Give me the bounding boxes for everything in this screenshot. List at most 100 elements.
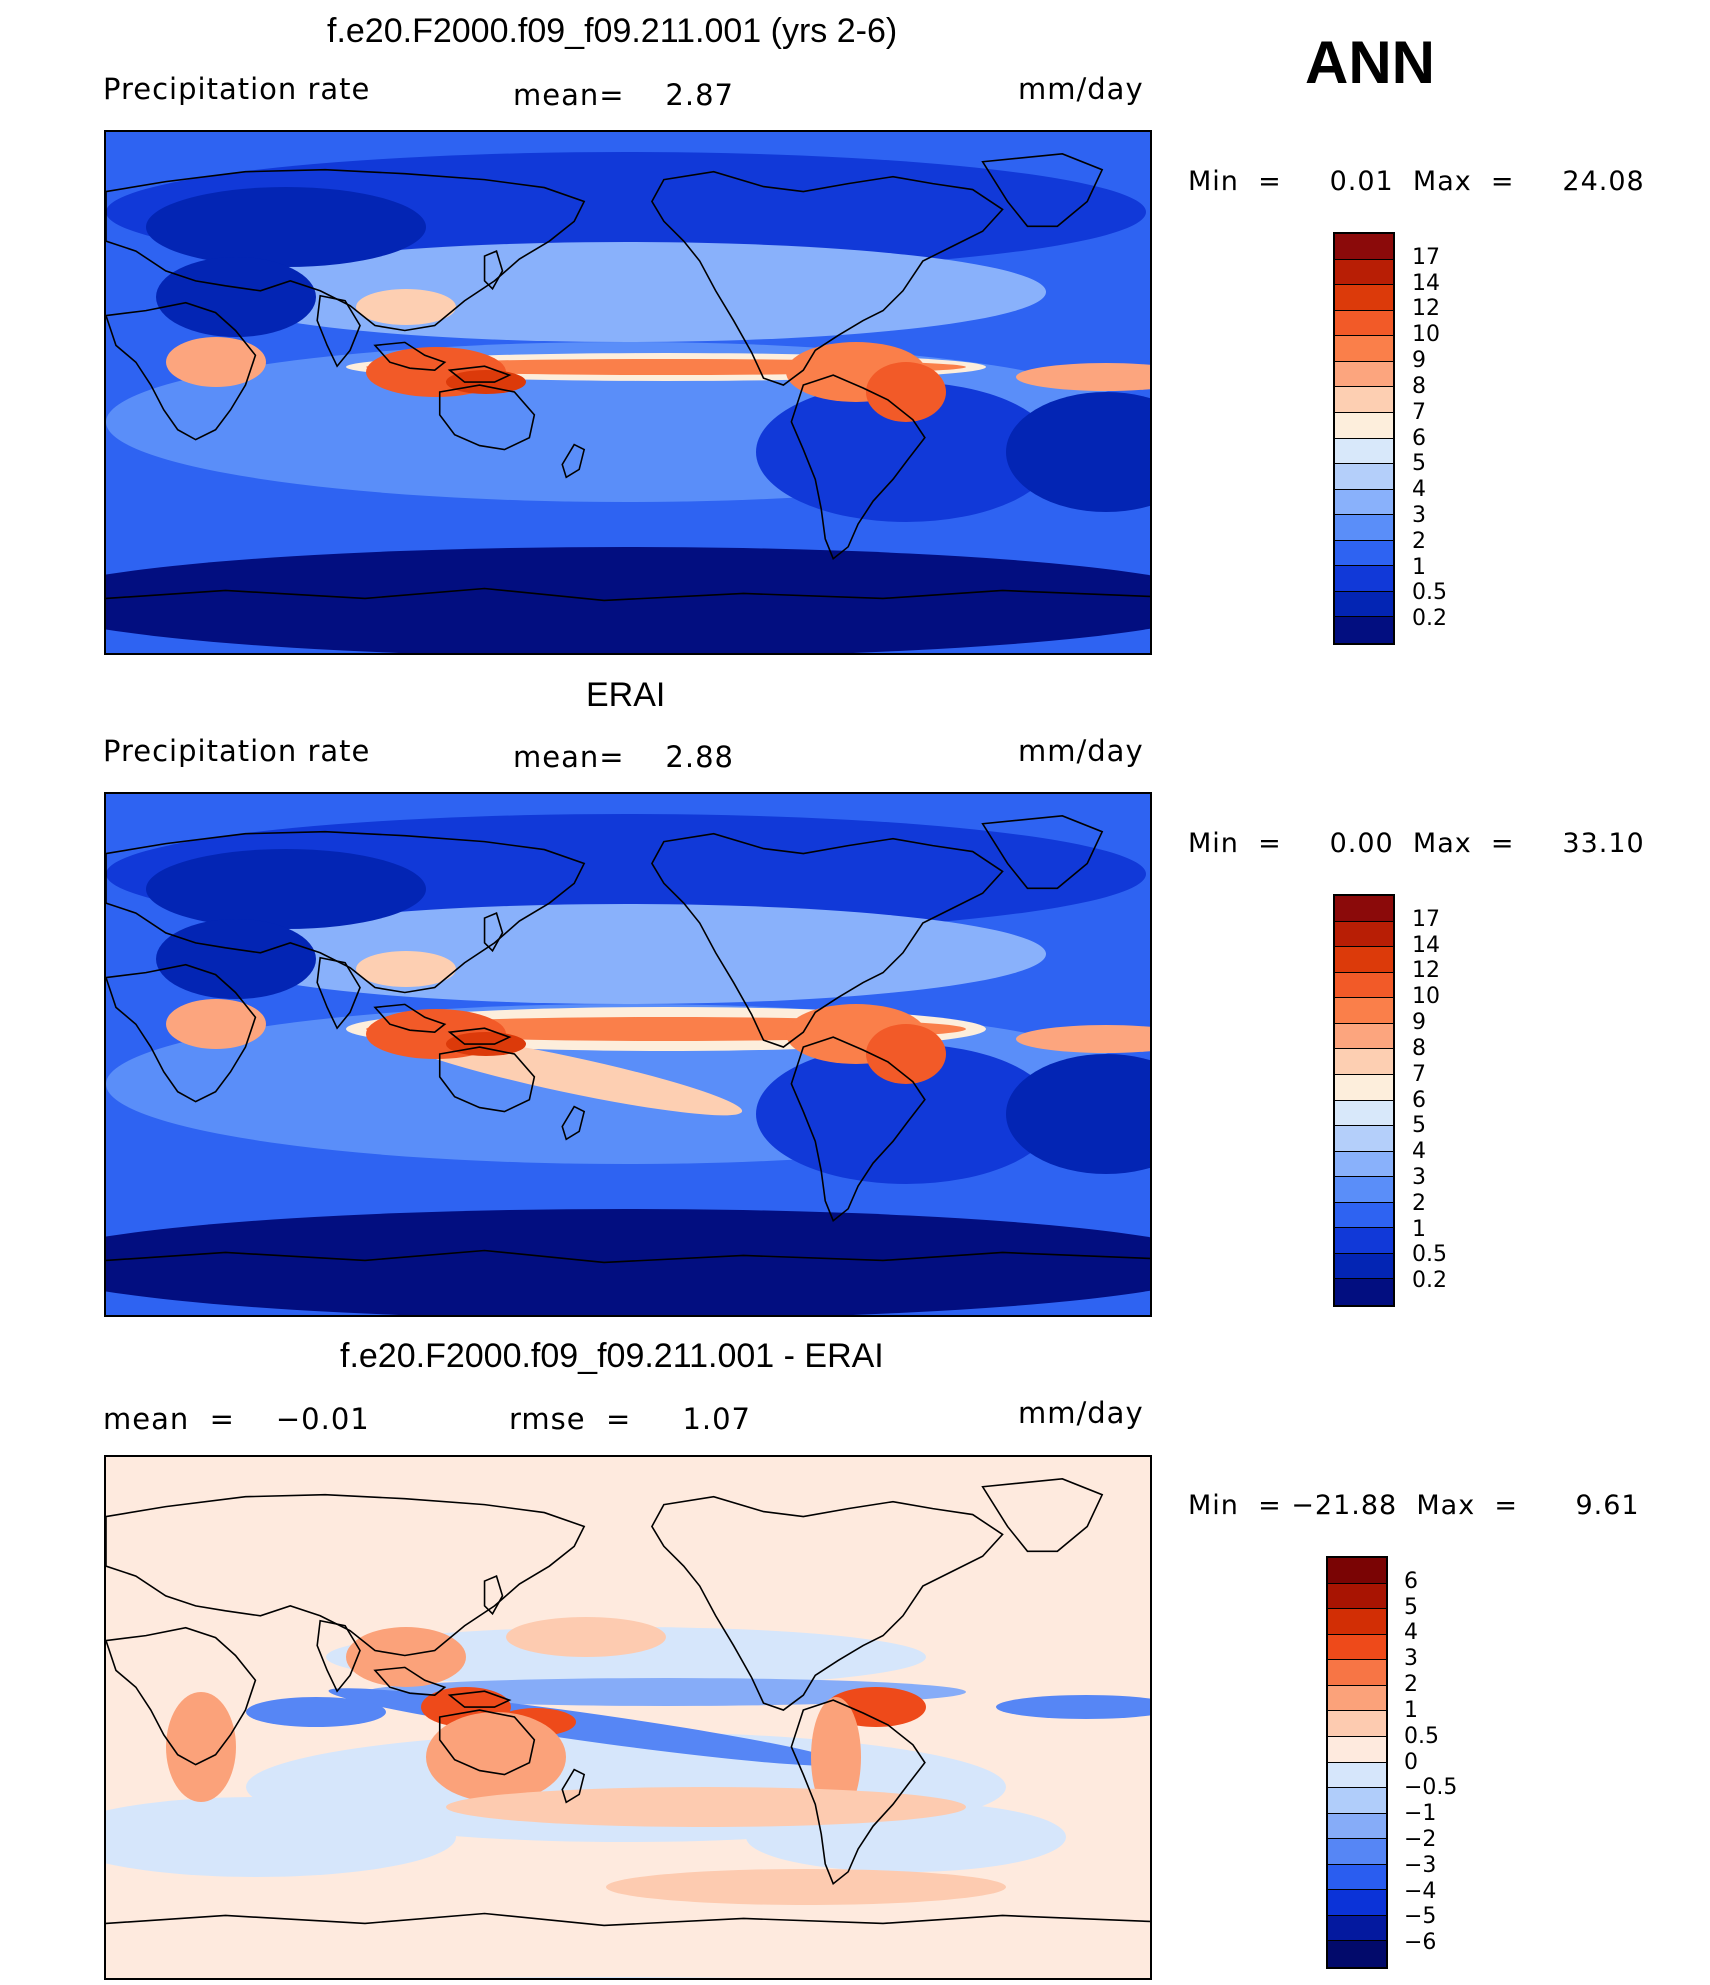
colorbar-tick-label: 5 [1412,1113,1426,1139]
colorbar-box [1335,310,1393,337]
panel-2-units: mm/day [1018,734,1144,768]
colorbar-box [1335,1228,1393,1254]
colorbar-tick-label: 4 [1404,1620,1418,1646]
colorbar-box [1335,1049,1393,1075]
colorbar-box [1335,1100,1393,1127]
colorbar-tick-label: 0.5 [1412,1242,1447,1268]
colorbar-tick-label: 4 [1412,1139,1426,1165]
coastline-outline [106,1478,1150,1927]
colorbar-box [1328,1941,1386,1967]
colorbar-tick-label: 0.2 [1412,1268,1447,1294]
colorbar-box [1335,1177,1393,1203]
panel-3-rmse-label: rmse = 1.07 [509,1402,752,1436]
colorbar-box [1328,1915,1386,1942]
colorbar-box [1335,998,1393,1024]
colorbar-box [1335,412,1393,439]
colorbar-tick-label: 10 [1412,984,1440,1010]
panel-1-title: f.e20.F2000.f09_f09.211.001 (yrs 2-6) [327,12,898,50]
colorbar-box [1335,617,1393,643]
colorbar-tick-label: 10 [1412,322,1440,348]
colorbar-box [1335,972,1393,999]
panel-2-map [104,792,1152,1317]
map-field [106,794,1150,1315]
colorbar-box [1335,540,1393,567]
colorbar-tick-label: 0 [1404,1749,1418,1775]
colorbar-tick-label: −1 [1404,1801,1437,1827]
colorbar-box [1335,1253,1393,1280]
colorbar-box [1335,387,1393,413]
map-field [106,132,1150,653]
colorbar-box [1335,336,1393,362]
colorbar-box [1328,1660,1386,1686]
colorbar-box [1335,921,1393,948]
season-label: ANN [1305,29,1435,96]
colorbar-box [1335,1151,1393,1178]
colorbar-box [1335,591,1393,618]
colorbar-box [1335,464,1393,490]
colorbar-box [1335,489,1393,516]
colorbar-tick-label: 12 [1412,958,1440,984]
coastline-outline [106,815,1150,1264]
colorbar-tick-label: −6 [1404,1930,1437,1956]
colorbar-tick-label: −0.5 [1404,1775,1458,1801]
colorbar-tick-label: −2 [1404,1826,1437,1852]
panel-2-colorbar [1333,894,1395,1307]
panel-3-units: mm/day [1018,1396,1144,1430]
colorbar-tick-label: 8 [1412,373,1426,399]
colorbar-tick-label: 0.5 [1412,580,1447,606]
colorbar-tick-label: 4 [1412,477,1426,503]
colorbar-box [1335,1279,1393,1305]
colorbar-box [1335,515,1393,541]
colorbar-box [1335,896,1393,922]
colorbar-tick-label: −4 [1404,1878,1437,1904]
panel-3-title: f.e20.F2000.f09_f09.211.001 - ERAI [340,1337,884,1375]
colorbar-tick-label: 2 [1404,1672,1418,1698]
colorbar-box [1328,1839,1386,1865]
colorbar-box [1328,1788,1386,1814]
panel-1-colorbar [1333,232,1395,645]
colorbar-tick-label: 7 [1412,1061,1426,1087]
colorbar-box [1335,566,1393,592]
panel-3-minmax: Min = −21.88 Max = 9.61 [1188,1490,1640,1521]
colorbar-tick-label: −5 [1404,1904,1437,1930]
colorbar-tick-label: 0.2 [1412,606,1447,632]
colorbar-tick-label: 17 [1412,906,1440,932]
colorbar-box [1335,438,1393,465]
colorbar-tick-label: 7 [1412,399,1426,425]
colorbar-tick-label: 5 [1404,1594,1418,1620]
coastline-outline [106,153,1150,602]
colorbar-box [1328,1813,1386,1840]
colorbar-box [1335,259,1393,286]
colorbar-box [1335,1202,1393,1229]
panel-3-mean-label: mean = −0.01 [103,1402,370,1436]
map-field [106,1457,1150,1978]
colorbar-tick-label: 12 [1412,296,1440,322]
colorbar-box [1335,1023,1393,1050]
colorbar-tick-label: 9 [1412,1010,1426,1036]
colorbar-tick-label: 3 [1412,502,1426,528]
colorbar-box [1335,285,1393,311]
colorbar-tick-label: 0.5 [1404,1723,1439,1749]
colorbar-box [1335,361,1393,388]
colorbar-tick-label: −3 [1404,1852,1437,1878]
colorbar-box [1328,1711,1386,1737]
colorbar-tick-label: 6 [1412,425,1426,451]
colorbar-box [1328,1609,1386,1635]
panel-3-map [104,1455,1152,1980]
colorbar-box [1335,1126,1393,1152]
colorbar-tick-label: 14 [1412,932,1440,958]
panel-1-map [104,130,1152,655]
panel-2-mean-label: mean= 2.88 [513,740,734,774]
colorbar-tick-label: 9 [1412,348,1426,374]
panel-1-units: mm/day [1018,72,1144,106]
colorbar-tick-label: 1 [1404,1697,1418,1723]
panel-1-minmax: Min = 0.01 Max = 24.08 [1188,166,1645,197]
colorbar-box [1328,1736,1386,1763]
colorbar-tick-label: 6 [1404,1568,1418,1594]
colorbar-tick-label: 2 [1412,528,1426,554]
colorbar-box [1335,234,1393,260]
colorbar-tick-label: 1 [1412,1216,1426,1242]
panel-2-left-label: Precipitation rate [103,734,371,768]
panel-1-mean-label: mean= 2.87 [513,78,734,112]
colorbar-tick-label: 6 [1412,1087,1426,1113]
